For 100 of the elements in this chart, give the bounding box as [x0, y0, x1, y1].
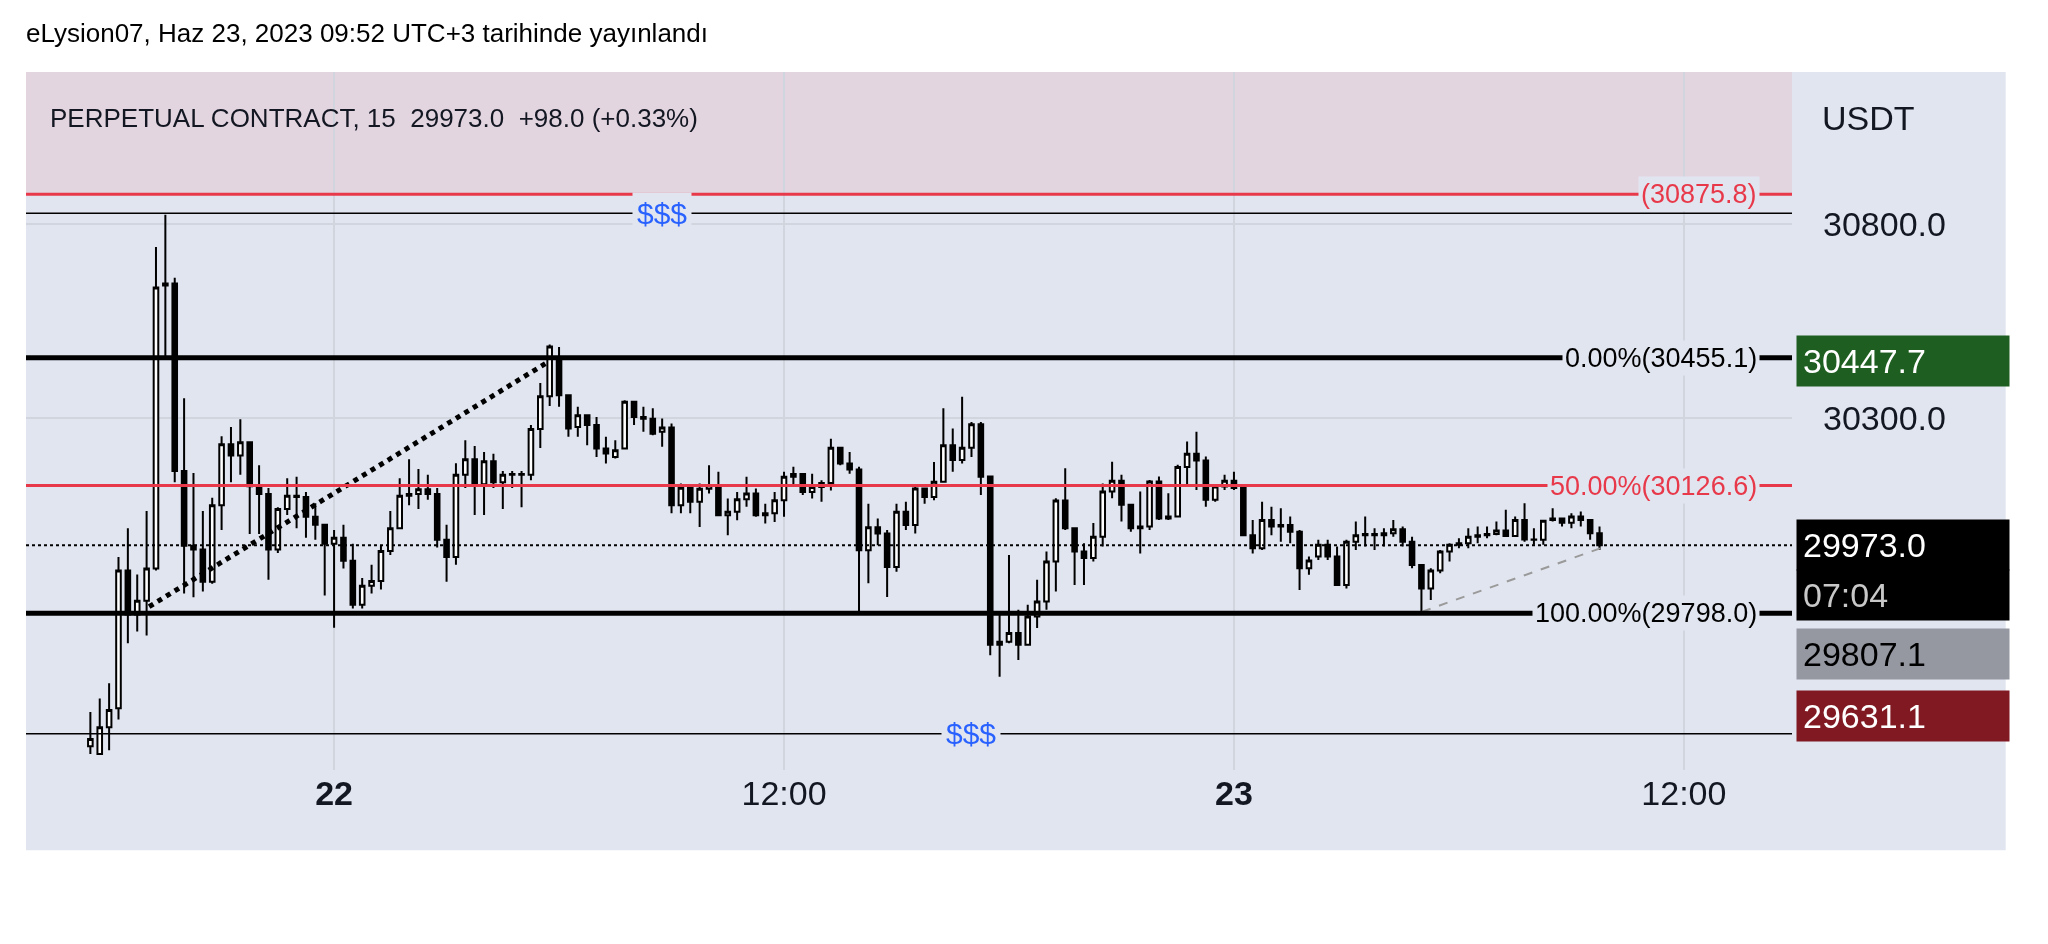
- candlestick: [405, 458, 413, 507]
- candlestick: [958, 395, 966, 465]
- candlestick: [518, 469, 525, 509]
- y-axis-title: USDT: [1822, 99, 1915, 137]
- candlestick: [1436, 548, 1444, 575]
- ref-line-label: 100.00%(29798.0): [1535, 598, 1758, 628]
- candlestick: [977, 420, 985, 497]
- candlestick: [527, 424, 535, 482]
- candlestick: [227, 426, 235, 484]
- candlestick: [1568, 512, 1575, 530]
- ref-line-label: (30875.8): [1641, 179, 1757, 209]
- candlestick: [630, 400, 638, 427]
- candlestick: [846, 450, 853, 475]
- ref-line-label: 50.00%(30126.6): [1550, 471, 1758, 501]
- candlestick: [621, 399, 628, 450]
- x-tick-label: 12:00: [741, 774, 827, 812]
- ref-line-label: $$$: [637, 197, 688, 230]
- candlestick: [312, 502, 319, 541]
- candlestick: [396, 477, 403, 530]
- candlestick: [968, 420, 975, 458]
- candlestick: [808, 472, 816, 500]
- candlestick: [649, 407, 657, 437]
- candlestick: [677, 482, 685, 515]
- candlestick: [1193, 430, 1200, 492]
- ref-line-label: 29973.0: [1803, 526, 1926, 564]
- text: 29631.1: [1803, 697, 1926, 735]
- candlestick: [537, 382, 544, 450]
- candlestick: [911, 485, 919, 535]
- candlestick: [733, 490, 741, 522]
- candlestick: [780, 470, 788, 518]
- candlestick: [1511, 515, 1519, 538]
- candlestick: [471, 445, 478, 516]
- text: 07:04: [1803, 576, 1889, 614]
- candlestick: [1577, 510, 1585, 528]
- text: 29807.1: [1803, 635, 1926, 673]
- candlestick: [424, 473, 432, 501]
- candlestick: [940, 407, 947, 483]
- candlestick: [640, 405, 647, 433]
- candlestick: [1483, 525, 1491, 540]
- candlestick: [368, 563, 375, 595]
- candlestick: [1240, 485, 1247, 537]
- candlestick: [1061, 467, 1069, 532]
- candlestick: [1268, 505, 1275, 537]
- candlestick: [480, 450, 488, 516]
- candlestick: [771, 490, 778, 523]
- candlestick: [218, 435, 225, 532]
- candlestick: [1427, 567, 1435, 602]
- candlestick: [574, 405, 582, 438]
- candlestick: [921, 487, 928, 505]
- candlestick: [1549, 507, 1556, 523]
- candlestick: [1165, 492, 1172, 521]
- candlestick: [508, 469, 516, 490]
- candlestick: [246, 441, 254, 535]
- candlestick: [1146, 478, 1153, 532]
- candlestick: [668, 422, 675, 515]
- candlestick: [752, 487, 760, 518]
- candlestick: [1174, 463, 1182, 518]
- ref-line-label: 0.00%(30455.1): [1565, 343, 1758, 373]
- candlestick: [415, 468, 422, 511]
- candlestick: [255, 464, 263, 535]
- x-tick-label: 12:00: [1641, 774, 1727, 812]
- candlestick: [1127, 503, 1135, 533]
- text: eLysion07, Haz 23, 2023 09:52 UTC+3 tarihinde yayınlandı: [26, 18, 708, 48]
- candlestick: [1586, 518, 1594, 541]
- candlestick: [583, 414, 591, 447]
- candlestick: [696, 482, 703, 528]
- candlestick: [902, 500, 910, 532]
- candlestick: [1286, 515, 1294, 545]
- candlestick: [686, 485, 694, 515]
- candlestick: [565, 394, 572, 438]
- candlestick: [1277, 507, 1285, 543]
- candlestick: [715, 470, 722, 517]
- candlestick: [1502, 508, 1510, 538]
- candlestick: [1305, 555, 1313, 576]
- text: 30447.7: [1803, 342, 1926, 380]
- candlestick: [499, 469, 507, 511]
- candlestick: [302, 490, 310, 539]
- candlestick: [949, 427, 957, 473]
- candlestick: [724, 497, 732, 537]
- candlestick: [593, 415, 600, 458]
- candlestick: [283, 477, 291, 516]
- candlestick: [658, 417, 666, 448]
- x-tick-label: 22: [315, 774, 353, 812]
- candlestick: [1521, 502, 1528, 543]
- candlestick: [602, 435, 610, 465]
- candlestick: [1493, 520, 1500, 535]
- candlestick: [237, 418, 244, 476]
- x-tick-label: 23: [1215, 774, 1253, 812]
- candlestick: [612, 439, 619, 460]
- ref-line-label: $$$: [946, 717, 997, 750]
- candlestick: [1558, 517, 1566, 528]
- candlestick: [761, 502, 769, 525]
- candlestick: [743, 475, 750, 508]
- y-tick-label: 30800.0: [1823, 204, 1946, 243]
- candlestick: [836, 445, 844, 467]
- candlestick: [827, 437, 835, 492]
- candlestick: [1390, 518, 1397, 538]
- candlestick: [358, 576, 366, 610]
- candlestick: [490, 452, 497, 490]
- candlestick: [293, 475, 300, 530]
